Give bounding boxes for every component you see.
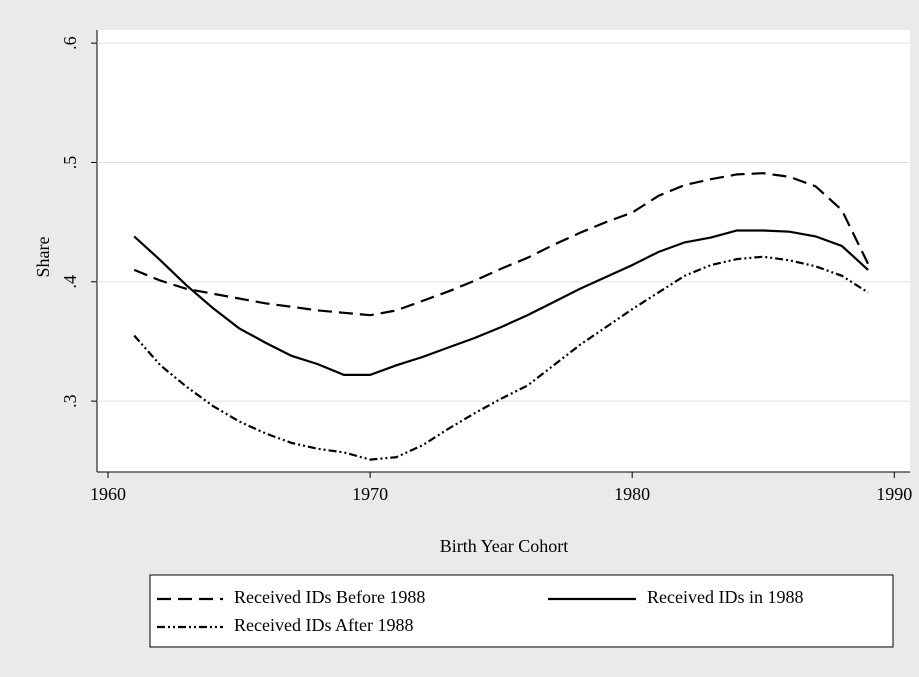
series-line xyxy=(133,172,870,317)
legend-label: Received IDs in 1988 xyxy=(647,587,803,607)
legend xyxy=(149,574,894,648)
y-axis-title: Share xyxy=(33,236,53,277)
y-tick-label: .3 xyxy=(60,394,80,408)
legend-label: Received IDs After 1988 xyxy=(234,615,413,635)
x-tick-label: 1990 xyxy=(876,484,912,504)
x-tick-label: 1960 xyxy=(90,484,126,504)
plot-area xyxy=(97,30,910,472)
legend-label: Received IDs Before 1988 xyxy=(234,587,425,607)
x-tick-label: 1970 xyxy=(352,484,388,504)
y-tick-label: .5 xyxy=(60,156,80,170)
y-tick-label: .4 xyxy=(60,275,80,289)
y-tick-label: .6 xyxy=(60,36,80,50)
x-tick-label: 1980 xyxy=(614,484,650,504)
x-axis-title: Birth Year Cohort xyxy=(440,536,569,556)
series-line xyxy=(133,229,869,376)
series-line xyxy=(133,255,869,461)
